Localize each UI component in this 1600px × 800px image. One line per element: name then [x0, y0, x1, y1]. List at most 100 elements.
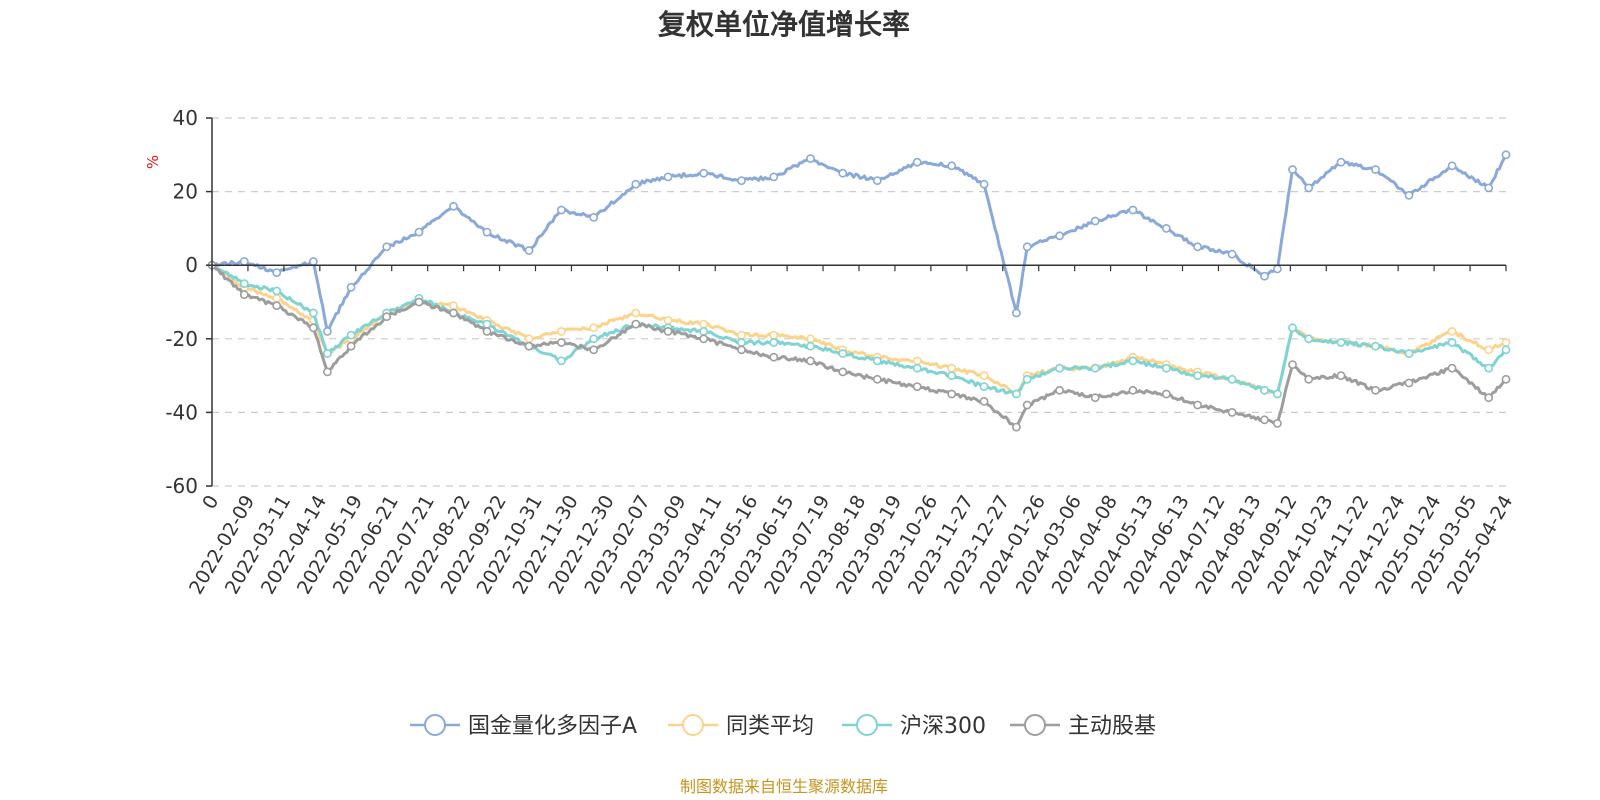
- data-point: [1484, 183, 1494, 193]
- data-point: [1012, 422, 1021, 432]
- data-point: [1055, 363, 1064, 373]
- data-point: [1404, 190, 1414, 200]
- data-point: [769, 338, 779, 347]
- data-point: [1022, 242, 1032, 252]
- data-point: [979, 396, 989, 406]
- data-point: [589, 345, 599, 355]
- data-point: [1055, 231, 1064, 241]
- data-point: [524, 341, 534, 351]
- legend-marker-icon: [1024, 714, 1046, 736]
- data-point: [737, 338, 746, 347]
- data-point: [449, 308, 458, 318]
- data-point: [947, 371, 957, 380]
- data-point: [239, 290, 249, 299]
- data-point: [346, 282, 356, 292]
- data-point: [557, 205, 566, 215]
- data-point: [1288, 165, 1297, 174]
- series-line: [210, 264, 1508, 429]
- data-point: [589, 323, 599, 333]
- data-point: [482, 319, 492, 329]
- data-point: [1371, 341, 1380, 351]
- data-point: [346, 341, 356, 351]
- data-point: [1161, 389, 1171, 399]
- data-point: [1227, 374, 1237, 384]
- data-point: [979, 179, 989, 189]
- data-point: [663, 326, 673, 336]
- data-point: [838, 367, 848, 377]
- data-point: [1484, 393, 1494, 403]
- data-point: [557, 326, 566, 336]
- data-point: [308, 308, 318, 318]
- data-point: [806, 154, 815, 163]
- series-line: [211, 154, 1508, 333]
- y-tick-label: 20: [173, 180, 198, 204]
- data-point: [737, 330, 746, 340]
- data-point: [699, 319, 709, 329]
- data-point: [1193, 400, 1202, 410]
- data-point: [449, 301, 458, 311]
- legend-item[interactable]: 主动股基: [1010, 714, 1156, 739]
- data-point: [947, 161, 957, 171]
- legend-item[interactable]: 沪深300: [842, 714, 986, 739]
- data-point: [1371, 385, 1380, 395]
- data-point: [806, 334, 815, 344]
- data-point: [272, 301, 282, 311]
- data-point: [1501, 345, 1511, 355]
- data-point: [912, 356, 922, 366]
- data-point: [1227, 249, 1237, 259]
- data-point: [589, 212, 599, 222]
- x-tick-label: 0: [198, 492, 223, 513]
- data-point: [1288, 323, 1297, 333]
- data-point: [872, 374, 882, 384]
- data-point: [272, 286, 282, 296]
- legend[interactable]: 国金量化多因子A 同类平均 沪深300 主动股基: [410, 714, 1156, 739]
- data-point: [1128, 205, 1138, 215]
- data-point: [1022, 400, 1032, 410]
- y-tick-label: -20: [165, 327, 198, 351]
- data-point: [1447, 326, 1457, 336]
- data-point: [631, 319, 641, 329]
- data-point: [557, 356, 566, 366]
- data-point: [631, 308, 641, 318]
- data-point: [1022, 374, 1032, 384]
- data-point: [1501, 150, 1511, 160]
- chart-title: 复权单位净值增长率: [658, 8, 910, 41]
- data-point: [912, 382, 922, 391]
- data-point: [1304, 334, 1314, 344]
- data-point: [947, 363, 957, 373]
- data-point: [1336, 338, 1346, 347]
- data-point: [1090, 363, 1100, 373]
- data-point: [524, 246, 534, 255]
- data-point: [1090, 216, 1100, 226]
- data-source-note: 制图数据来自恒生聚源数据库: [680, 777, 888, 796]
- legend-item[interactable]: 同类平均: [668, 714, 814, 739]
- data-point: [1273, 389, 1282, 399]
- data-point: [912, 157, 922, 167]
- data-point: [482, 227, 492, 237]
- legend-marker-icon: [682, 714, 704, 736]
- data-point: [1161, 223, 1171, 233]
- data-point: [449, 201, 458, 211]
- data-point: [737, 345, 746, 355]
- data-point: [737, 176, 746, 185]
- legend-item[interactable]: 国金量化多因子A: [410, 714, 637, 739]
- data-point: [557, 338, 566, 347]
- data-point: [1404, 378, 1414, 388]
- data-point: [1304, 183, 1314, 193]
- data-point: [1336, 157, 1346, 167]
- data-point: [699, 326, 709, 336]
- data-point: [947, 389, 957, 399]
- data-point: [769, 172, 779, 182]
- data-point: [1336, 371, 1346, 380]
- data-point: [1260, 385, 1269, 395]
- data-point: [1484, 345, 1494, 355]
- y-tick-label: 0: [185, 253, 198, 277]
- data-point: [1304, 374, 1314, 384]
- data-point: [414, 227, 424, 237]
- data-point: [1161, 363, 1171, 373]
- data-point: [872, 356, 882, 366]
- data-point: [1501, 374, 1511, 384]
- data-point: [346, 330, 356, 340]
- data-point: [589, 334, 599, 344]
